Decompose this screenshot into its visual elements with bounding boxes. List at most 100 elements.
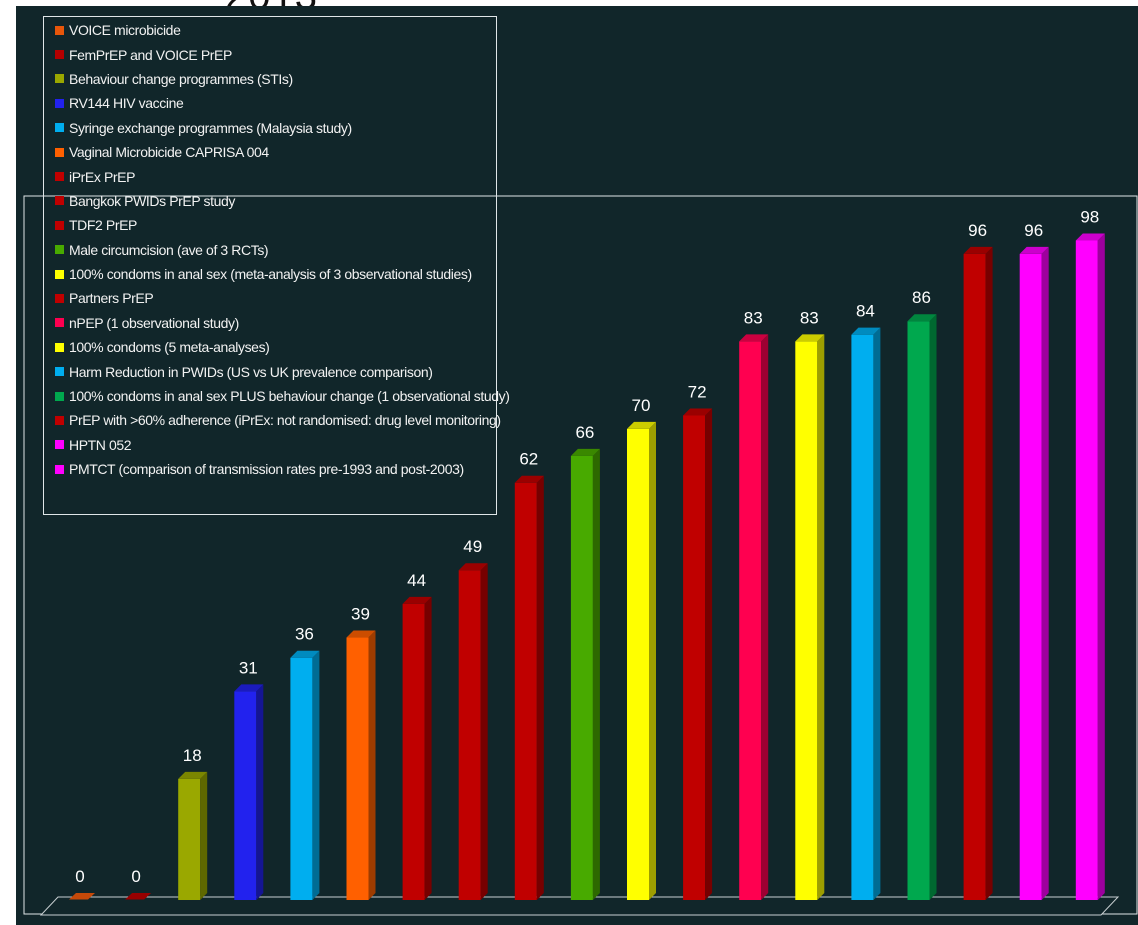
bar-9 <box>514 475 544 900</box>
bar-side <box>424 596 432 900</box>
legend-label: iPrEx PrEP <box>69 168 136 185</box>
bar-front <box>458 570 481 900</box>
legend-swatch <box>55 50 64 60</box>
legend-label: PMTCT (comparison of transmission rates … <box>69 461 464 478</box>
legend-label: Vaginal Microbicide CAPRISA 004 <box>69 144 269 161</box>
bar-14 <box>795 334 825 900</box>
legend-label: Partners PrEP <box>69 290 154 307</box>
legend-label: Male circumcision (ave of 3 RCTs) <box>69 241 269 258</box>
bar-front <box>178 778 201 900</box>
bar-front <box>346 637 369 900</box>
bar-top <box>907 314 937 322</box>
bar-front <box>570 455 593 900</box>
legend-swatch <box>55 74 64 84</box>
bar-side <box>1097 233 1105 900</box>
bar-side <box>649 421 656 900</box>
legend-item: VOICE microbicide <box>55 18 496 42</box>
value-label-6: 39 <box>351 605 370 624</box>
bar-2 <box>125 893 152 900</box>
legend-label: HPTN 052 <box>69 436 132 453</box>
legend-item: Partners PrEP <box>55 286 496 310</box>
bar-side <box>761 334 769 900</box>
bar-front <box>739 341 762 900</box>
legend-item: RV144 HIV vaccine <box>55 91 496 115</box>
bar-3 <box>178 771 208 900</box>
legend-swatch <box>55 269 64 279</box>
chart-panel: 0 0 18 31 36 39 44 49 62 66 70 72 83 83 84 86 96 96 98 VOI… <box>16 6 1138 925</box>
bar-side <box>256 684 264 900</box>
bar-top <box>851 327 881 335</box>
legend-item: Male circumcision (ave of 3 RCTs) <box>55 238 496 262</box>
legend-item: iPrEx PrEP <box>55 164 496 188</box>
bar-front <box>1019 253 1042 901</box>
bar-10 <box>570 448 600 900</box>
bar-top <box>570 448 600 456</box>
bar-front <box>402 603 425 900</box>
bar-top <box>514 475 544 483</box>
bar-chart: 0 0 18 31 36 39 44 49 62 66 70 72 83 83 84 86 96 96 98 <box>23 195 1138 916</box>
legend-label: Bangkok PWIDs PrEP study <box>69 192 235 209</box>
value-label-9: 62 <box>519 450 538 469</box>
bar-8 <box>458 563 488 900</box>
bar-front <box>290 657 313 900</box>
bar-7 <box>402 596 432 900</box>
bar-19 <box>1075 233 1105 900</box>
legend-item: Behaviour change programmes (STIs) <box>55 67 496 91</box>
legend-swatch <box>55 367 64 377</box>
legend-swatch <box>55 440 64 450</box>
legend-item: PrEP with >60% adherence (iPrEx: not ran… <box>55 408 501 432</box>
bar-top <box>963 246 993 254</box>
bar-5 <box>290 650 320 900</box>
value-labels-group: 0 0 18 31 36 39 44 49 62 66 70 72 83 83 84 86 96 96 98 <box>75 207 1099 886</box>
bar-front <box>851 334 874 900</box>
bar-side <box>1041 246 1049 901</box>
bar-side <box>312 650 320 900</box>
bars-group <box>69 233 1105 901</box>
bar-side <box>817 334 825 900</box>
value-label-3: 18 <box>183 746 202 765</box>
legend-item: nPEP (1 observational study) <box>55 311 496 335</box>
bar-13 <box>739 334 769 900</box>
value-label-4: 31 <box>239 658 258 677</box>
bar-15 <box>851 327 881 900</box>
value-label-2: 0 <box>131 867 140 886</box>
bar-top <box>683 408 713 416</box>
legend-label: RV144 HIV vaccine <box>69 95 184 112</box>
bar-top <box>739 334 769 342</box>
legend-item: 100% condoms in anal sex (meta-analysis … <box>55 262 496 286</box>
bar-side <box>200 771 208 900</box>
bar-17 <box>963 246 993 901</box>
legend-swatch <box>55 147 64 157</box>
value-label-16: 86 <box>912 288 931 307</box>
bar-12 <box>683 408 713 900</box>
bar-front <box>683 415 706 900</box>
legend-item: PMTCT (comparison of transmission rates … <box>55 457 496 481</box>
bar-top <box>290 650 320 658</box>
bar-top <box>346 630 376 638</box>
bar-side <box>536 475 544 900</box>
bar-top <box>627 421 656 429</box>
bar-4 <box>234 684 264 900</box>
value-label-12: 72 <box>688 382 707 401</box>
value-label-15: 84 <box>856 302 875 321</box>
legend-swatch <box>55 245 64 255</box>
value-label-1: 0 <box>75 867 84 886</box>
bar-front <box>627 428 649 900</box>
value-label-5: 36 <box>295 625 314 644</box>
bar-front <box>963 253 986 901</box>
value-label-8: 49 <box>463 537 482 556</box>
legend-item: HPTN 052 <box>55 433 496 457</box>
bar-side <box>368 630 376 900</box>
value-label-11: 70 <box>632 396 651 415</box>
legend-label: TDF2 PrEP <box>69 217 137 234</box>
bar-front <box>234 691 257 900</box>
chart-floor <box>39 896 1120 916</box>
legend-label: Harm Reduction in PWIDs (US vs UK preval… <box>69 363 433 380</box>
bar-side <box>929 314 937 901</box>
bar-side <box>592 448 600 900</box>
value-label-10: 66 <box>575 423 594 442</box>
legend-item: Harm Reduction in PWIDs (US vs UK preval… <box>55 359 496 383</box>
bar-top <box>795 334 825 342</box>
legend-item: TDF2 PrEP <box>55 213 496 237</box>
legend-item: FemPrEP and VOICE PrEP <box>55 42 496 66</box>
